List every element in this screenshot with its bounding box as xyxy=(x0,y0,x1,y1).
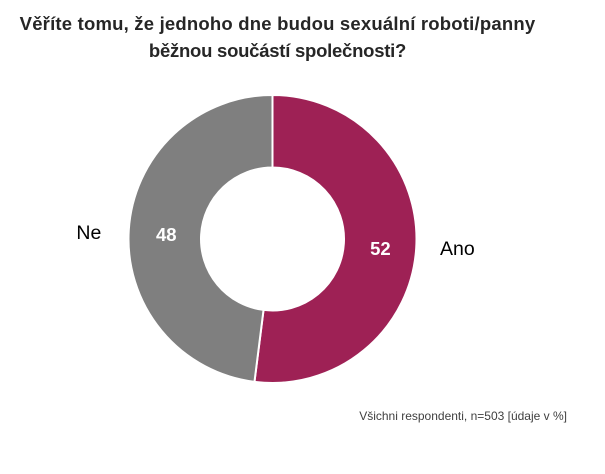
svg-text:Ne: Ne xyxy=(76,222,101,244)
svg-text:Ano: Ano xyxy=(440,238,475,260)
svg-text:52: 52 xyxy=(370,238,391,259)
svg-text:48: 48 xyxy=(156,224,177,245)
